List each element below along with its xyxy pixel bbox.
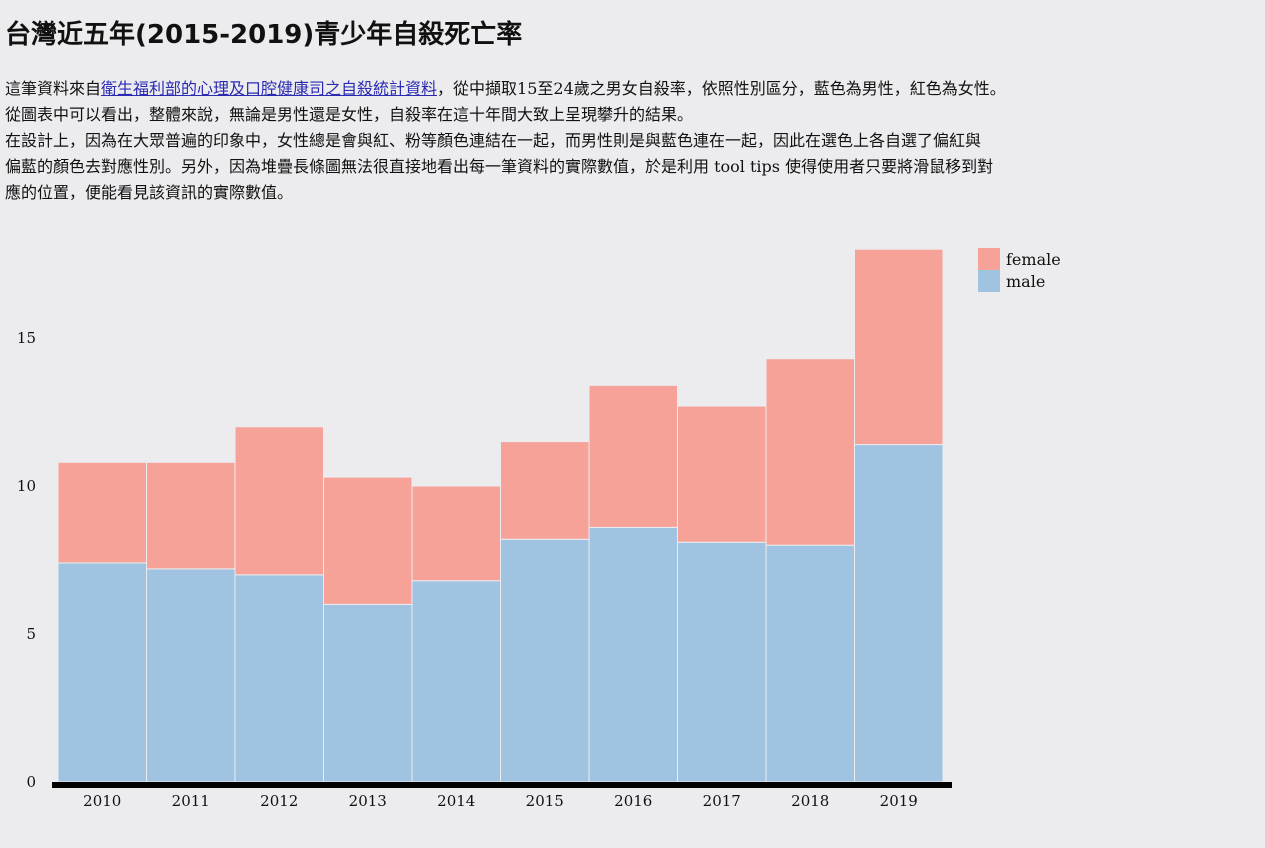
x-tick-label: 2019 <box>880 792 918 810</box>
bar-male-2018[interactable]: male 2018: 8 <box>765 544 855 783</box>
bar-male-2019[interactable]: male 2019: 11.4 <box>854 444 944 783</box>
page-title: 台灣近五年(2015-2019)青少年自殺死亡率 <box>5 20 523 50</box>
legend-label-female: female <box>1006 250 1061 269</box>
desc-line1-pre: 這筆資料來自 <box>5 79 102 98</box>
x-tick-label: 2016 <box>614 792 652 810</box>
bar-female-2015[interactable]: female 2015: 3.3 <box>500 441 590 540</box>
x-tick-label: 2013 <box>349 792 387 810</box>
bar-female-2019[interactable]: female 2019: 6.6 <box>854 248 944 446</box>
bar-male-2016[interactable]: male 2016: 8.6 <box>588 526 678 783</box>
desc-line1-post: ，從中擷取15至24歲之男女自殺率，依照性別區分，藍色為男性，紅色為女性。 <box>437 79 1006 98</box>
x-axis-line <box>52 782 952 788</box>
y-axis: 0 5 10 15 <box>17 329 36 791</box>
bar-female-2013[interactable]: female 2013: 4.3 <box>323 476 413 605</box>
bar-female-2012[interactable]: female 2012: 5 <box>234 426 324 576</box>
x-axis: 2010 2011 2012 2013 2014 2015 2016 2017 2018 2019 <box>52 782 952 810</box>
x-tick-label: 2018 <box>791 792 829 810</box>
bar-female-2016[interactable]: female 2016: 4.8 <box>588 384 678 528</box>
bar-female-2018[interactable]: female 2018: 6.3 <box>765 358 855 546</box>
x-tick-label: 2015 <box>526 792 564 810</box>
y-tick-label: 10 <box>17 477 36 495</box>
description: 這筆資料來自衛生福利部的心理及口腔健康司之自殺統計資料，從中擷取15至24歲之男… <box>5 76 1245 206</box>
bar-male-2015[interactable]: male 2015: 8.2 <box>500 538 590 783</box>
bars-group: male 2010: 7.4female 2010: 3.4male 2011:… <box>57 248 944 783</box>
bar-male-2012[interactable]: male 2012: 7 <box>234 574 324 783</box>
bar-female-2011[interactable]: female 2011: 3.6 <box>146 461 236 570</box>
legend-swatch-female <box>978 248 1000 270</box>
legend-label-male: male <box>1006 272 1045 291</box>
bar-male-2014[interactable]: male 2014: 6.8 <box>411 580 501 783</box>
bar-female-2017[interactable]: female 2017: 4.6 <box>677 405 767 543</box>
y-tick-label: 15 <box>17 329 36 347</box>
x-tick-label: 2010 <box>83 792 121 810</box>
y-tick-label: 0 <box>26 773 36 791</box>
bar-male-2010[interactable]: male 2010: 7.4 <box>57 562 147 783</box>
x-tick-label: 2017 <box>703 792 741 810</box>
bar-male-2013[interactable]: male 2013: 6 <box>323 603 413 783</box>
x-tick-label: 2014 <box>437 792 475 810</box>
x-tick-label: 2011 <box>172 792 210 810</box>
desc-line2: 從圖表中可以看出，整體來說，無論是男性還是女性，自殺率在這十年間大致上呈現攀升的… <box>5 105 694 124</box>
desc-line3: 在設計上，因為在大眾普遍的印象中，女性總是會與紅、粉等顏色連結在一起，而男性則是… <box>5 131 982 150</box>
bar-female-2010[interactable]: female 2010: 3.4 <box>57 461 147 564</box>
bar-male-2017[interactable]: male 2017: 8.1 <box>677 541 767 783</box>
bar-male-2011[interactable]: male 2011: 7.2 <box>146 568 236 783</box>
desc-line4: 偏藍的顏色去對應性別。另外，因為堆疊長條圖無法很直接地看出每一筆資料的實際數值，… <box>5 157 994 176</box>
y-tick-label: 5 <box>26 625 36 643</box>
x-tick-label: 2012 <box>260 792 298 810</box>
source-link[interactable]: 衛生福利部的心理及口腔健康司之自殺統計資料 <box>101 79 438 98</box>
legend-swatch-male <box>978 270 1000 292</box>
stacked-bar-chart: male 2010: 7.4female 2010: 3.4male 2011:… <box>17 248 1061 810</box>
legend: female male <box>978 248 1061 292</box>
desc-line5: 應的位置，便能看見該資訊的實際數值。 <box>5 183 294 202</box>
bar-female-2014[interactable]: female 2014: 3.2 <box>411 485 501 582</box>
